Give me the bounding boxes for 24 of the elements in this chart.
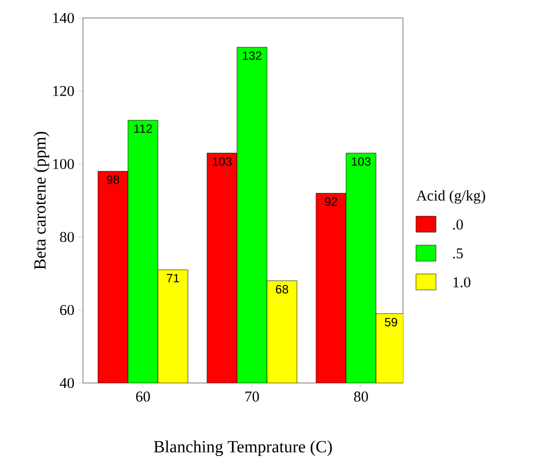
y-tick-label: 60 (60, 304, 74, 316)
data-label: 132 (242, 51, 262, 60)
data-label: 103 (352, 157, 370, 166)
data-label: 112 (134, 124, 152, 133)
y-axis-title: Beta carotene (ppm) (34, 132, 50, 270)
legend-label: .5 (453, 248, 463, 258)
data-label: 92 (324, 197, 338, 206)
y-tick-label: 140 (53, 12, 74, 24)
x-tick-label: 60 (136, 392, 150, 402)
x-axis-title: Blanching Temprature (C) (154, 440, 332, 456)
legend-label: .0 (453, 219, 463, 230)
data-label: 98 (106, 176, 120, 184)
x-tick-label: 80 (354, 392, 368, 402)
legend-label: 1.0 (453, 277, 470, 288)
legend-title: Acid (g/kg) (416, 190, 486, 204)
data-label: 103 (212, 157, 232, 166)
data-label: 68 (276, 285, 288, 294)
y-tick-label: 80 (60, 232, 74, 242)
y-tick-label: 100 (53, 158, 74, 170)
x-tick-label: 70 (245, 392, 259, 402)
y-tick-label: 120 (53, 86, 74, 96)
data-label: 59 (384, 318, 398, 326)
y-tick-label: 40 (60, 378, 74, 388)
data-label: 71 (166, 274, 180, 282)
